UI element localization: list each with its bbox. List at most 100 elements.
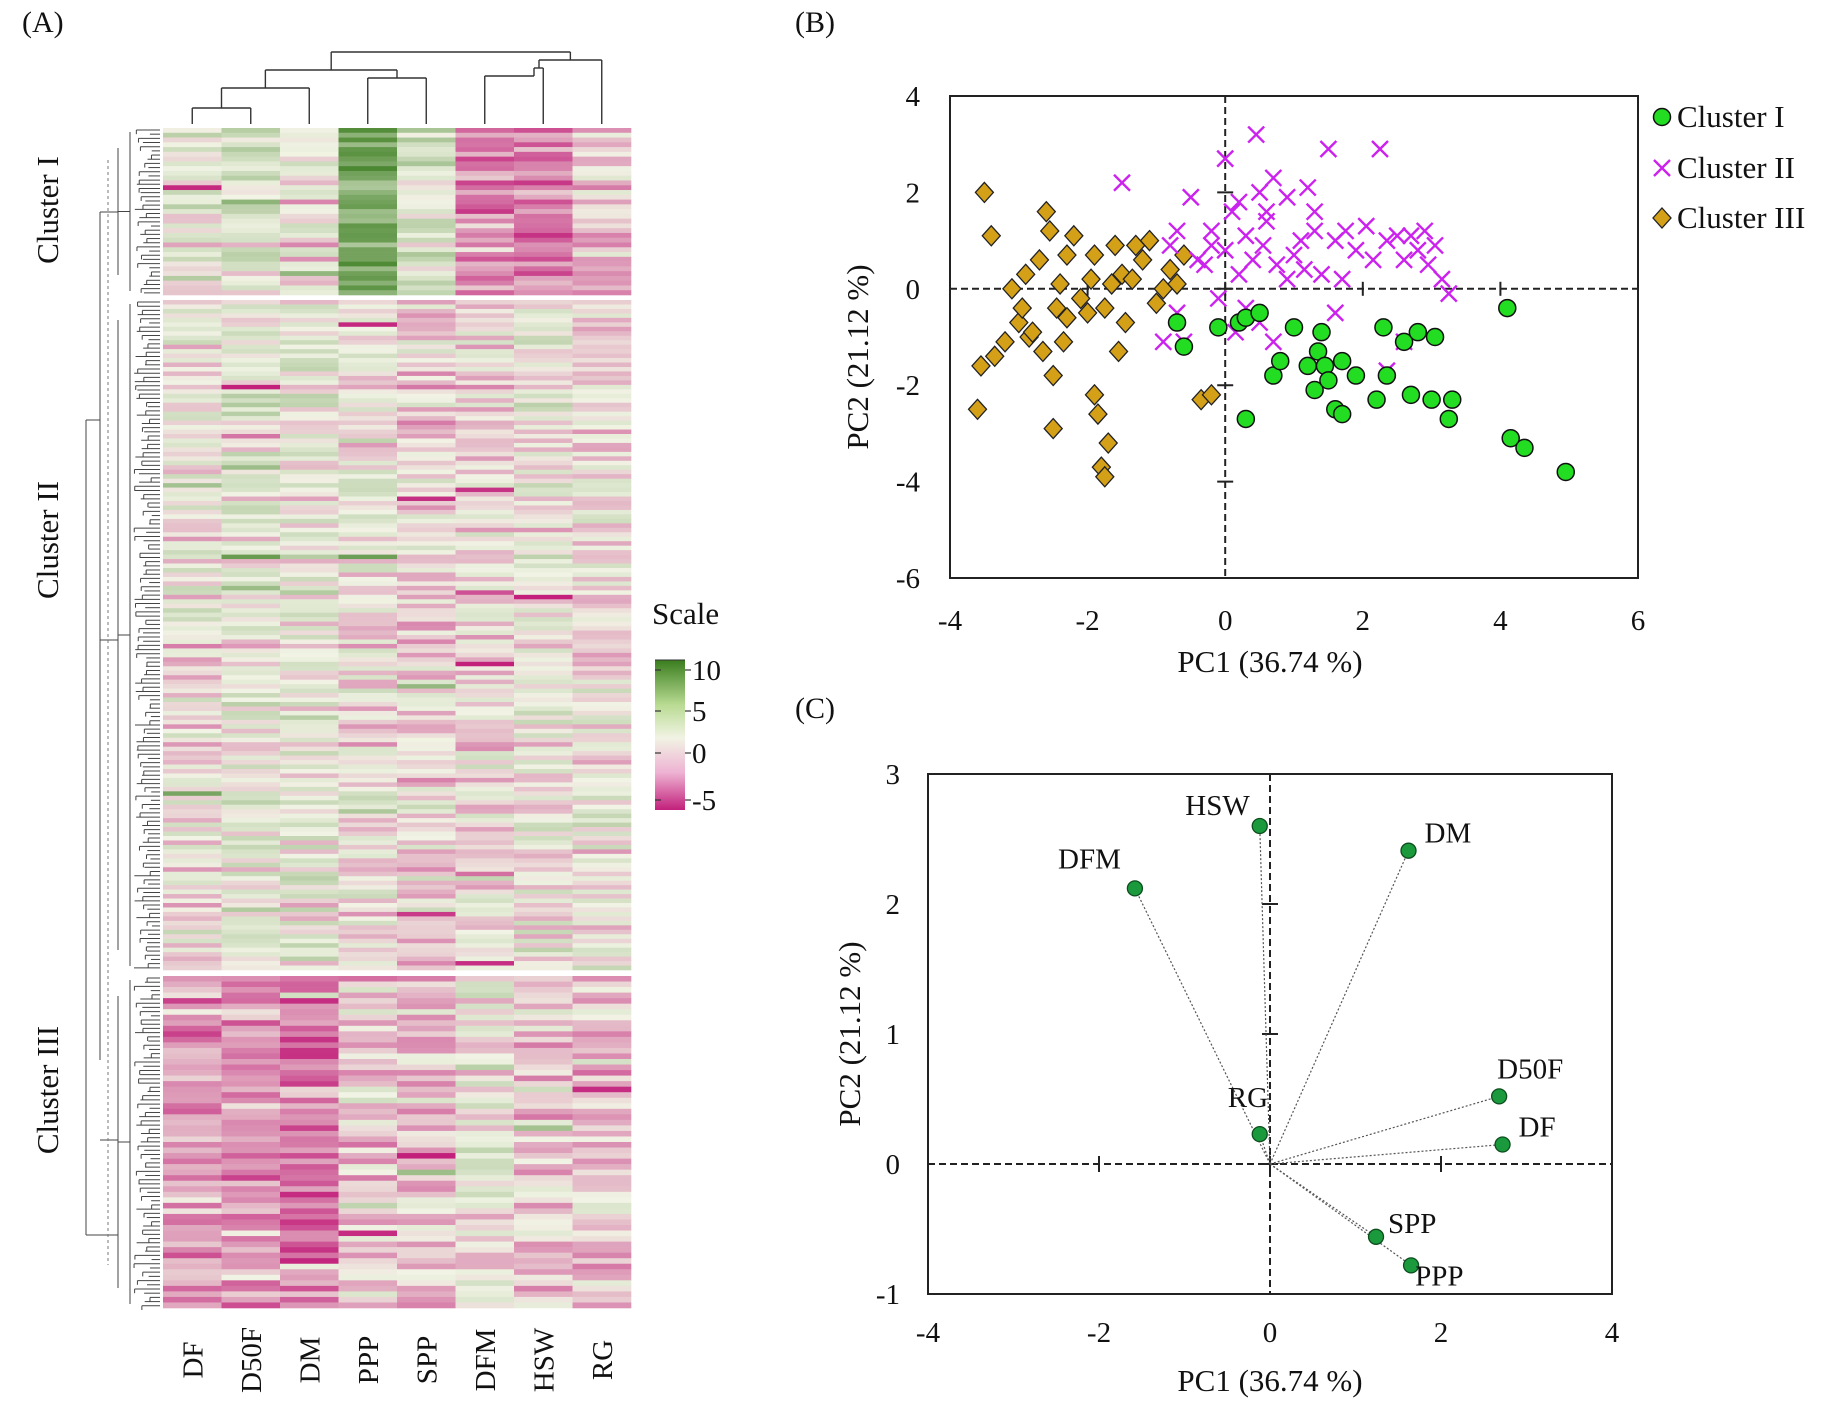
- heatmap-cell: [221, 166, 281, 172]
- heatmap-cell: [455, 384, 515, 390]
- heatmap-cell: [514, 844, 573, 850]
- heatmap-cell: [338, 1092, 398, 1099]
- heatmap-cell: [397, 840, 456, 846]
- heatmap-cell: [455, 375, 515, 381]
- heatmap-cell: [572, 358, 632, 363]
- heatmap-cell: [163, 764, 222, 770]
- heatmap-cell: [514, 594, 573, 600]
- heatmap-cell: [280, 572, 339, 578]
- data-point: [971, 354, 991, 377]
- heatmap-cell: [514, 1302, 573, 1309]
- heatmap-cell: [514, 300, 573, 305]
- heatmap-cell: [514, 568, 573, 573]
- heatmap-cell: [514, 1075, 573, 1082]
- heatmap-cell: [397, 1258, 456, 1265]
- heatmap-cell: [221, 684, 281, 689]
- heatmap-cell: [163, 1097, 222, 1104]
- heatmap-cell: [455, 710, 515, 716]
- heatmap-cell: [163, 719, 222, 725]
- heatmap-cell: [163, 876, 222, 881]
- heatmap-cell: [397, 639, 456, 645]
- x-tick-label: 2: [1434, 1317, 1449, 1349]
- heatmap-cell: [572, 1031, 632, 1038]
- data-point: [1285, 246, 1303, 264]
- data-point: [1426, 236, 1444, 255]
- heatmap-cell: [397, 1075, 456, 1082]
- heatmap-cell: [572, 344, 632, 350]
- heatmap-cell: [163, 536, 222, 542]
- heatmap-cell: [163, 1075, 222, 1082]
- heatmap-cell: [514, 1285, 573, 1292]
- heatmap-cell: [514, 252, 573, 258]
- data-point: [1292, 231, 1310, 250]
- heatmap-cell: [338, 218, 398, 224]
- heatmap-cell: [572, 998, 632, 1004]
- heatmap-cell: [338, 375, 398, 381]
- heatmap-cell: [221, 907, 281, 913]
- heatmap-cell: [338, 469, 398, 475]
- heatmap-cell: [572, 1108, 632, 1115]
- heatmap-cell: [338, 371, 398, 377]
- heatmap-cell: [280, 1153, 339, 1159]
- heatmap-cell: [514, 894, 573, 899]
- heatmap-cell: [514, 728, 573, 734]
- heatmap-cell: [455, 1219, 515, 1226]
- heatmap-cell: [455, 496, 515, 502]
- heatmap-cell: [221, 737, 281, 743]
- heatmap-cell: [163, 514, 222, 520]
- heatmap-cell: [397, 1009, 456, 1016]
- heatmap-cell: [338, 389, 398, 395]
- heatmap-cell: [514, 576, 573, 582]
- heatmap-cell: [514, 898, 573, 904]
- heatmap-cell: [397, 384, 456, 390]
- heatmap-cell: [221, 451, 281, 457]
- heatmap-cell: [163, 849, 222, 855]
- heatmap-cell: [514, 916, 573, 922]
- heatmap-cell: [163, 827, 222, 832]
- heatmap-cell: [280, 1136, 339, 1143]
- heatmap-cell: [572, 871, 632, 877]
- heatmap-cell: [338, 652, 398, 658]
- heatmap-cell: [338, 1175, 398, 1182]
- heatmap-cell: [397, 474, 456, 479]
- heatmap-cell: [221, 1197, 281, 1204]
- heatmap-cell: [514, 938, 573, 944]
- heatmap-cell: [455, 1130, 515, 1137]
- heatmap-cell: [455, 228, 515, 234]
- heatmap-cell: [455, 185, 515, 191]
- heatmap-cell: [572, 137, 632, 143]
- heatmap-cell: [514, 237, 573, 243]
- heatmap-cell: [514, 652, 573, 658]
- heatmap-cell: [455, 840, 515, 846]
- heatmap-cell: [572, 527, 632, 533]
- heatmap-cell: [514, 1142, 573, 1148]
- heatmap-cell: [163, 568, 222, 573]
- heatmap-cell: [397, 929, 456, 935]
- heatmap-cell: [221, 769, 281, 774]
- data-point: [1243, 251, 1262, 269]
- heatmap-cell: [280, 1186, 339, 1193]
- column-label: DF: [177, 1341, 209, 1378]
- heatmap-cell: [572, 831, 632, 837]
- heatmap-cell: [221, 469, 281, 475]
- heatmap-cell: [572, 858, 632, 864]
- heatmap-cell: [455, 317, 515, 323]
- heatmap-cell: [514, 675, 573, 680]
- heatmap-cell: [572, 541, 632, 546]
- heatmap-cell: [572, 1086, 632, 1093]
- heatmap-cell: [338, 1125, 398, 1132]
- heatmap-cell: [514, 1236, 573, 1242]
- heatmap-cell: [221, 1036, 281, 1043]
- heatmap-cell: [280, 849, 339, 855]
- heatmap-cell: [514, 228, 573, 234]
- data-point: [1305, 380, 1324, 400]
- heatmap-cell: [514, 1053, 573, 1060]
- heatmap-cell: [455, 867, 515, 873]
- heatmap-cell: [338, 554, 398, 560]
- heatmap-cell: [455, 603, 515, 609]
- heatmap-cell: [338, 1053, 398, 1060]
- heatmap-cell: [221, 976, 281, 982]
- heatmap-cell: [221, 559, 281, 564]
- heatmap-cell: [280, 1208, 339, 1215]
- x-tick-label: 2: [1356, 605, 1371, 637]
